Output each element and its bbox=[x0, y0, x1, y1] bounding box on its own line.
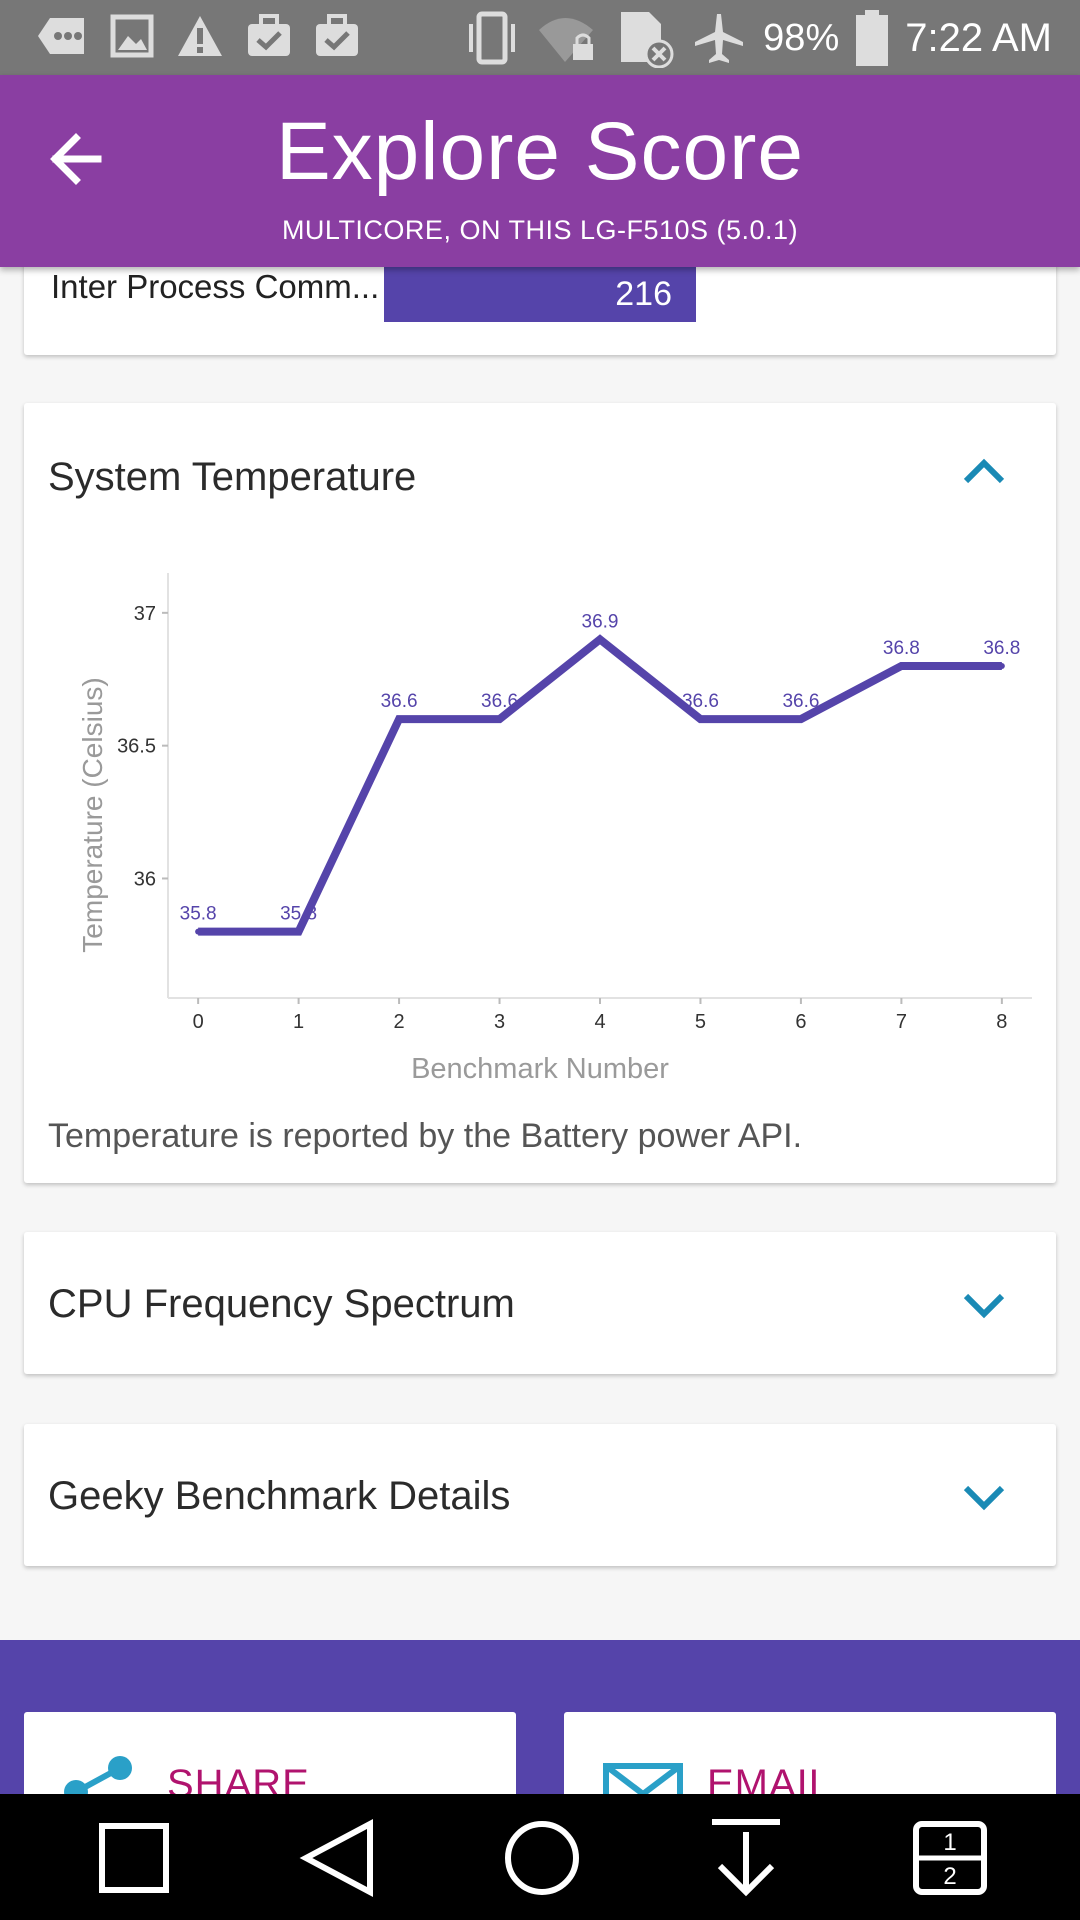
x-tick-label: 5 bbox=[695, 1011, 706, 1033]
data-point bbox=[496, 716, 503, 723]
navigation-bar: 1 2 bbox=[0, 1794, 1080, 1920]
data-label: 36.8 bbox=[883, 638, 920, 659]
clock: 7:22 AM bbox=[905, 16, 1052, 60]
x-tick-label: 6 bbox=[795, 1011, 806, 1033]
page-title: Explore Score bbox=[275, 106, 805, 197]
chevron-up-icon[interactable] bbox=[960, 447, 1008, 495]
briefcase-check-icon bbox=[316, 14, 358, 56]
status-bar: 98% 7:22 AM bbox=[0, 0, 1080, 75]
recents-square-icon[interactable] bbox=[90, 1814, 178, 1902]
data-label: 36.6 bbox=[381, 691, 418, 712]
data-point bbox=[597, 636, 603, 643]
benchmark-score-bar: 216 bbox=[384, 267, 696, 322]
wifi-lock-icon bbox=[539, 18, 594, 62]
app-bar: Explore Score MULTICORE, ON THIS LG-F510… bbox=[0, 75, 1080, 267]
data-label: 35.8 bbox=[280, 904, 317, 925]
benchmark-score-value: 216 bbox=[615, 275, 672, 313]
data-point bbox=[295, 928, 302, 935]
airplane-icon bbox=[695, 14, 744, 63]
dual-window-icon[interactable]: 1 2 bbox=[906, 1814, 994, 1902]
battery-icon bbox=[856, 10, 889, 66]
benchmark-label: Inter Process Comm... bbox=[51, 268, 380, 305]
data-label: 36.9 bbox=[582, 611, 619, 632]
data-label: 36.8 bbox=[983, 638, 1020, 659]
vibrate-icon bbox=[469, 11, 516, 65]
x-tick-label: 1 bbox=[293, 1011, 304, 1033]
x-tick-label: 7 bbox=[896, 1011, 907, 1033]
data-point bbox=[898, 662, 905, 669]
data-point bbox=[396, 716, 403, 723]
svg-text:1: 1 bbox=[943, 1829, 956, 1856]
data-label: 36.6 bbox=[782, 691, 819, 712]
data-label: 36.6 bbox=[682, 691, 719, 712]
home-circle-icon[interactable] bbox=[498, 1814, 586, 1902]
arrow-back-icon[interactable] bbox=[46, 129, 106, 189]
back-triangle-icon[interactable] bbox=[296, 1814, 384, 1902]
warning-icon bbox=[178, 16, 222, 56]
page-subtitle: MULTICORE, ON THIS LG-F510S (5.0.1) bbox=[281, 215, 799, 245]
battery-percent: 98% bbox=[763, 17, 840, 59]
x-tick-label: 4 bbox=[594, 1011, 605, 1033]
data-point bbox=[797, 716, 804, 723]
geeky-details-card[interactable]: Geeky Benchmark Details bbox=[24, 1424, 1056, 1566]
card-title: System Temperature bbox=[48, 455, 417, 499]
data-point bbox=[697, 716, 704, 723]
chevron-down-icon[interactable] bbox=[960, 1282, 1008, 1330]
x-tick-label: 2 bbox=[394, 1011, 405, 1033]
x-axis-label: Benchmark Number bbox=[411, 1053, 669, 1085]
data-point bbox=[998, 662, 1005, 669]
data-point bbox=[195, 928, 202, 935]
card-title: Geeky Benchmark Details bbox=[48, 1474, 511, 1518]
y-tick-label: 37 bbox=[134, 603, 156, 625]
notification-pull-icon[interactable] bbox=[702, 1814, 790, 1902]
y-tick-label: 36.5 bbox=[117, 736, 156, 758]
briefcase-check-icon bbox=[248, 14, 290, 56]
y-tick-label: 36 bbox=[134, 868, 156, 890]
temperature-chart: Temperature (Celsius) Benchmark Number 3… bbox=[77, 573, 1032, 1085]
temperature-series-line bbox=[198, 634, 1002, 936]
data-label: 35.8 bbox=[180, 904, 217, 925]
cpu-frequency-card[interactable]: CPU Frequency Spectrum bbox=[24, 1232, 1056, 1374]
x-tick-label: 0 bbox=[193, 1011, 204, 1033]
temperature-note: Temperature is reported by the Battery p… bbox=[48, 1117, 803, 1155]
card-title: CPU Frequency Spectrum bbox=[48, 1282, 515, 1326]
system-temperature-card: System Temperature Temperature (Celsius)… bbox=[24, 403, 1056, 1183]
chevron-down-icon[interactable] bbox=[960, 1474, 1008, 1522]
data-label: 36.6 bbox=[481, 691, 518, 712]
message-icon bbox=[38, 18, 84, 54]
image-icon bbox=[110, 14, 154, 58]
x-tick-label: 8 bbox=[996, 1011, 1007, 1033]
x-tick-label: 3 bbox=[494, 1011, 505, 1033]
svg-text:2: 2 bbox=[943, 1863, 956, 1890]
sim-off-icon bbox=[621, 12, 674, 68]
y-axis-label: Temperature (Celsius) bbox=[77, 677, 108, 952]
